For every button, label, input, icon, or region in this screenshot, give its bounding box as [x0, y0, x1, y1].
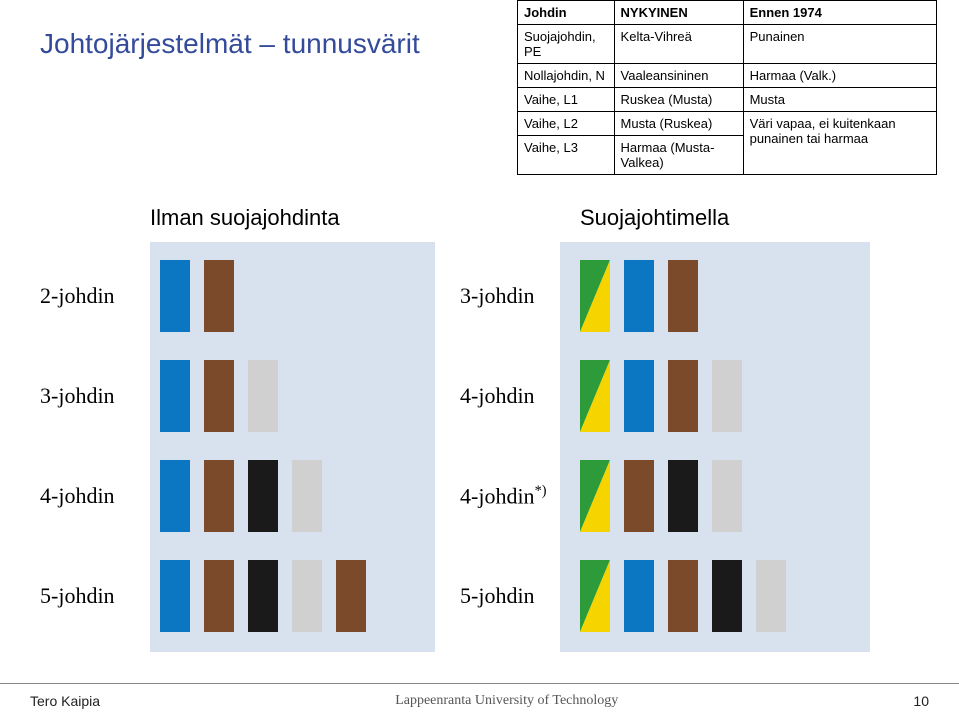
wire-row-label: 5-johdin [40, 583, 160, 609]
cell: Vaihe, L1 [518, 88, 615, 112]
wire-swatch [248, 460, 278, 532]
cell: Vaihe, L2 [518, 112, 615, 136]
wire-row-label: 3-johdin [460, 283, 580, 309]
wire-color-table: Johdin NYKYINEN Ennen 1974 Suojajohdin, … [517, 0, 937, 175]
wire-swatch [624, 460, 654, 532]
wire-swatch [668, 560, 698, 632]
cell: Suojajohdin, PE [518, 25, 615, 64]
wire-row: 2-johdin [40, 260, 440, 332]
th-old: Ennen 1974 [743, 1, 936, 25]
cell: Väri vapaa, ei kuitenkaan punainen tai h… [743, 112, 936, 175]
wire-swatch [248, 560, 278, 632]
cell: Punainen [743, 25, 936, 64]
table-row: Nollajohdin, N Vaaleansininen Harmaa (Va… [518, 64, 937, 88]
footer: Tero Kaipia Lappeenranta University of T… [0, 683, 959, 717]
table-row: Suojajohdin, PE Kelta-Vihreä Punainen [518, 25, 937, 64]
cell: Harmaa (Valk.) [743, 64, 936, 88]
cell: Kelta-Vihreä [614, 25, 743, 64]
th-johdin: Johdin [518, 1, 615, 25]
wire-swatch [204, 460, 234, 532]
wire-swatch [160, 260, 190, 332]
cell: Ruskea (Musta) [614, 88, 743, 112]
wire-swatch [580, 360, 610, 432]
wire-row: 5-johdin [40, 560, 440, 632]
wire-row: 3-johdin [40, 360, 440, 432]
wire-swatch [712, 460, 742, 532]
wire-row: 4-johdin*) [460, 460, 900, 532]
wire-row: 4-johdin [460, 360, 900, 432]
left-column-header: Ilman suojajohdinta [150, 205, 340, 231]
wire-group [580, 560, 786, 632]
footer-university: Lappeenranta University of Technology [395, 693, 618, 709]
footer-page-number: 10 [913, 693, 929, 709]
footer-author: Tero Kaipia [30, 693, 100, 709]
right-column-header: Suojajohtimella [580, 205, 729, 231]
wire-swatch [336, 560, 366, 632]
cell: Harmaa (Musta-Valkea) [614, 136, 743, 175]
cell: Musta (Ruskea) [614, 112, 743, 136]
wire-swatch [248, 360, 278, 432]
wire-row: 4-johdin [40, 460, 440, 532]
wire-swatch [624, 260, 654, 332]
wire-swatch [204, 260, 234, 332]
wire-swatch [292, 460, 322, 532]
wire-swatch [712, 360, 742, 432]
wire-swatch [204, 360, 234, 432]
wire-row-label: 4-johdin*) [460, 483, 580, 509]
cell: Vaaleansininen [614, 64, 743, 88]
wire-swatch [624, 360, 654, 432]
wire-swatch [160, 460, 190, 532]
table-row: Vaihe, L1 Ruskea (Musta) Musta [518, 88, 937, 112]
panel-with-pe: 3-johdin4-johdin4-johdin*)5-johdin [560, 242, 870, 652]
wire-swatch [668, 260, 698, 332]
wire-swatch [160, 360, 190, 432]
wire-row-label: 3-johdin [40, 383, 160, 409]
wire-swatch [580, 460, 610, 532]
wire-swatch [204, 560, 234, 632]
wire-row-label: 5-johdin [460, 583, 580, 609]
table-row: Vaihe, L2 Musta (Ruskea) Väri vapaa, ei … [518, 112, 937, 136]
wire-swatch [580, 560, 610, 632]
cell: Vaihe, L3 [518, 136, 615, 175]
cell: Musta [743, 88, 936, 112]
wire-row: 5-johdin [460, 560, 900, 632]
wire-group [580, 260, 698, 332]
wire-row: 3-johdin [460, 260, 900, 332]
wire-row-label: 4-johdin [460, 383, 580, 409]
wire-swatch [160, 560, 190, 632]
cell: Nollajohdin, N [518, 64, 615, 88]
page-title: Johtojärjestelmät – tunnusvärit [40, 28, 420, 60]
wire-swatch [580, 260, 610, 332]
wire-group [160, 360, 278, 432]
wire-group [580, 360, 742, 432]
wire-group [160, 260, 234, 332]
wire-swatch [668, 460, 698, 532]
wire-group [160, 460, 322, 532]
wire-swatch [292, 560, 322, 632]
wire-group [160, 560, 366, 632]
wire-row-label: 2-johdin [40, 283, 160, 309]
wire-group [580, 460, 742, 532]
panel-without-pe: 2-johdin3-johdin4-johdin5-johdin [150, 242, 435, 652]
th-current: NYKYINEN [614, 1, 743, 25]
wire-swatch [756, 560, 786, 632]
wire-swatch [712, 560, 742, 632]
wire-row-label: 4-johdin [40, 483, 160, 509]
wire-swatch [668, 360, 698, 432]
wire-swatch [624, 560, 654, 632]
